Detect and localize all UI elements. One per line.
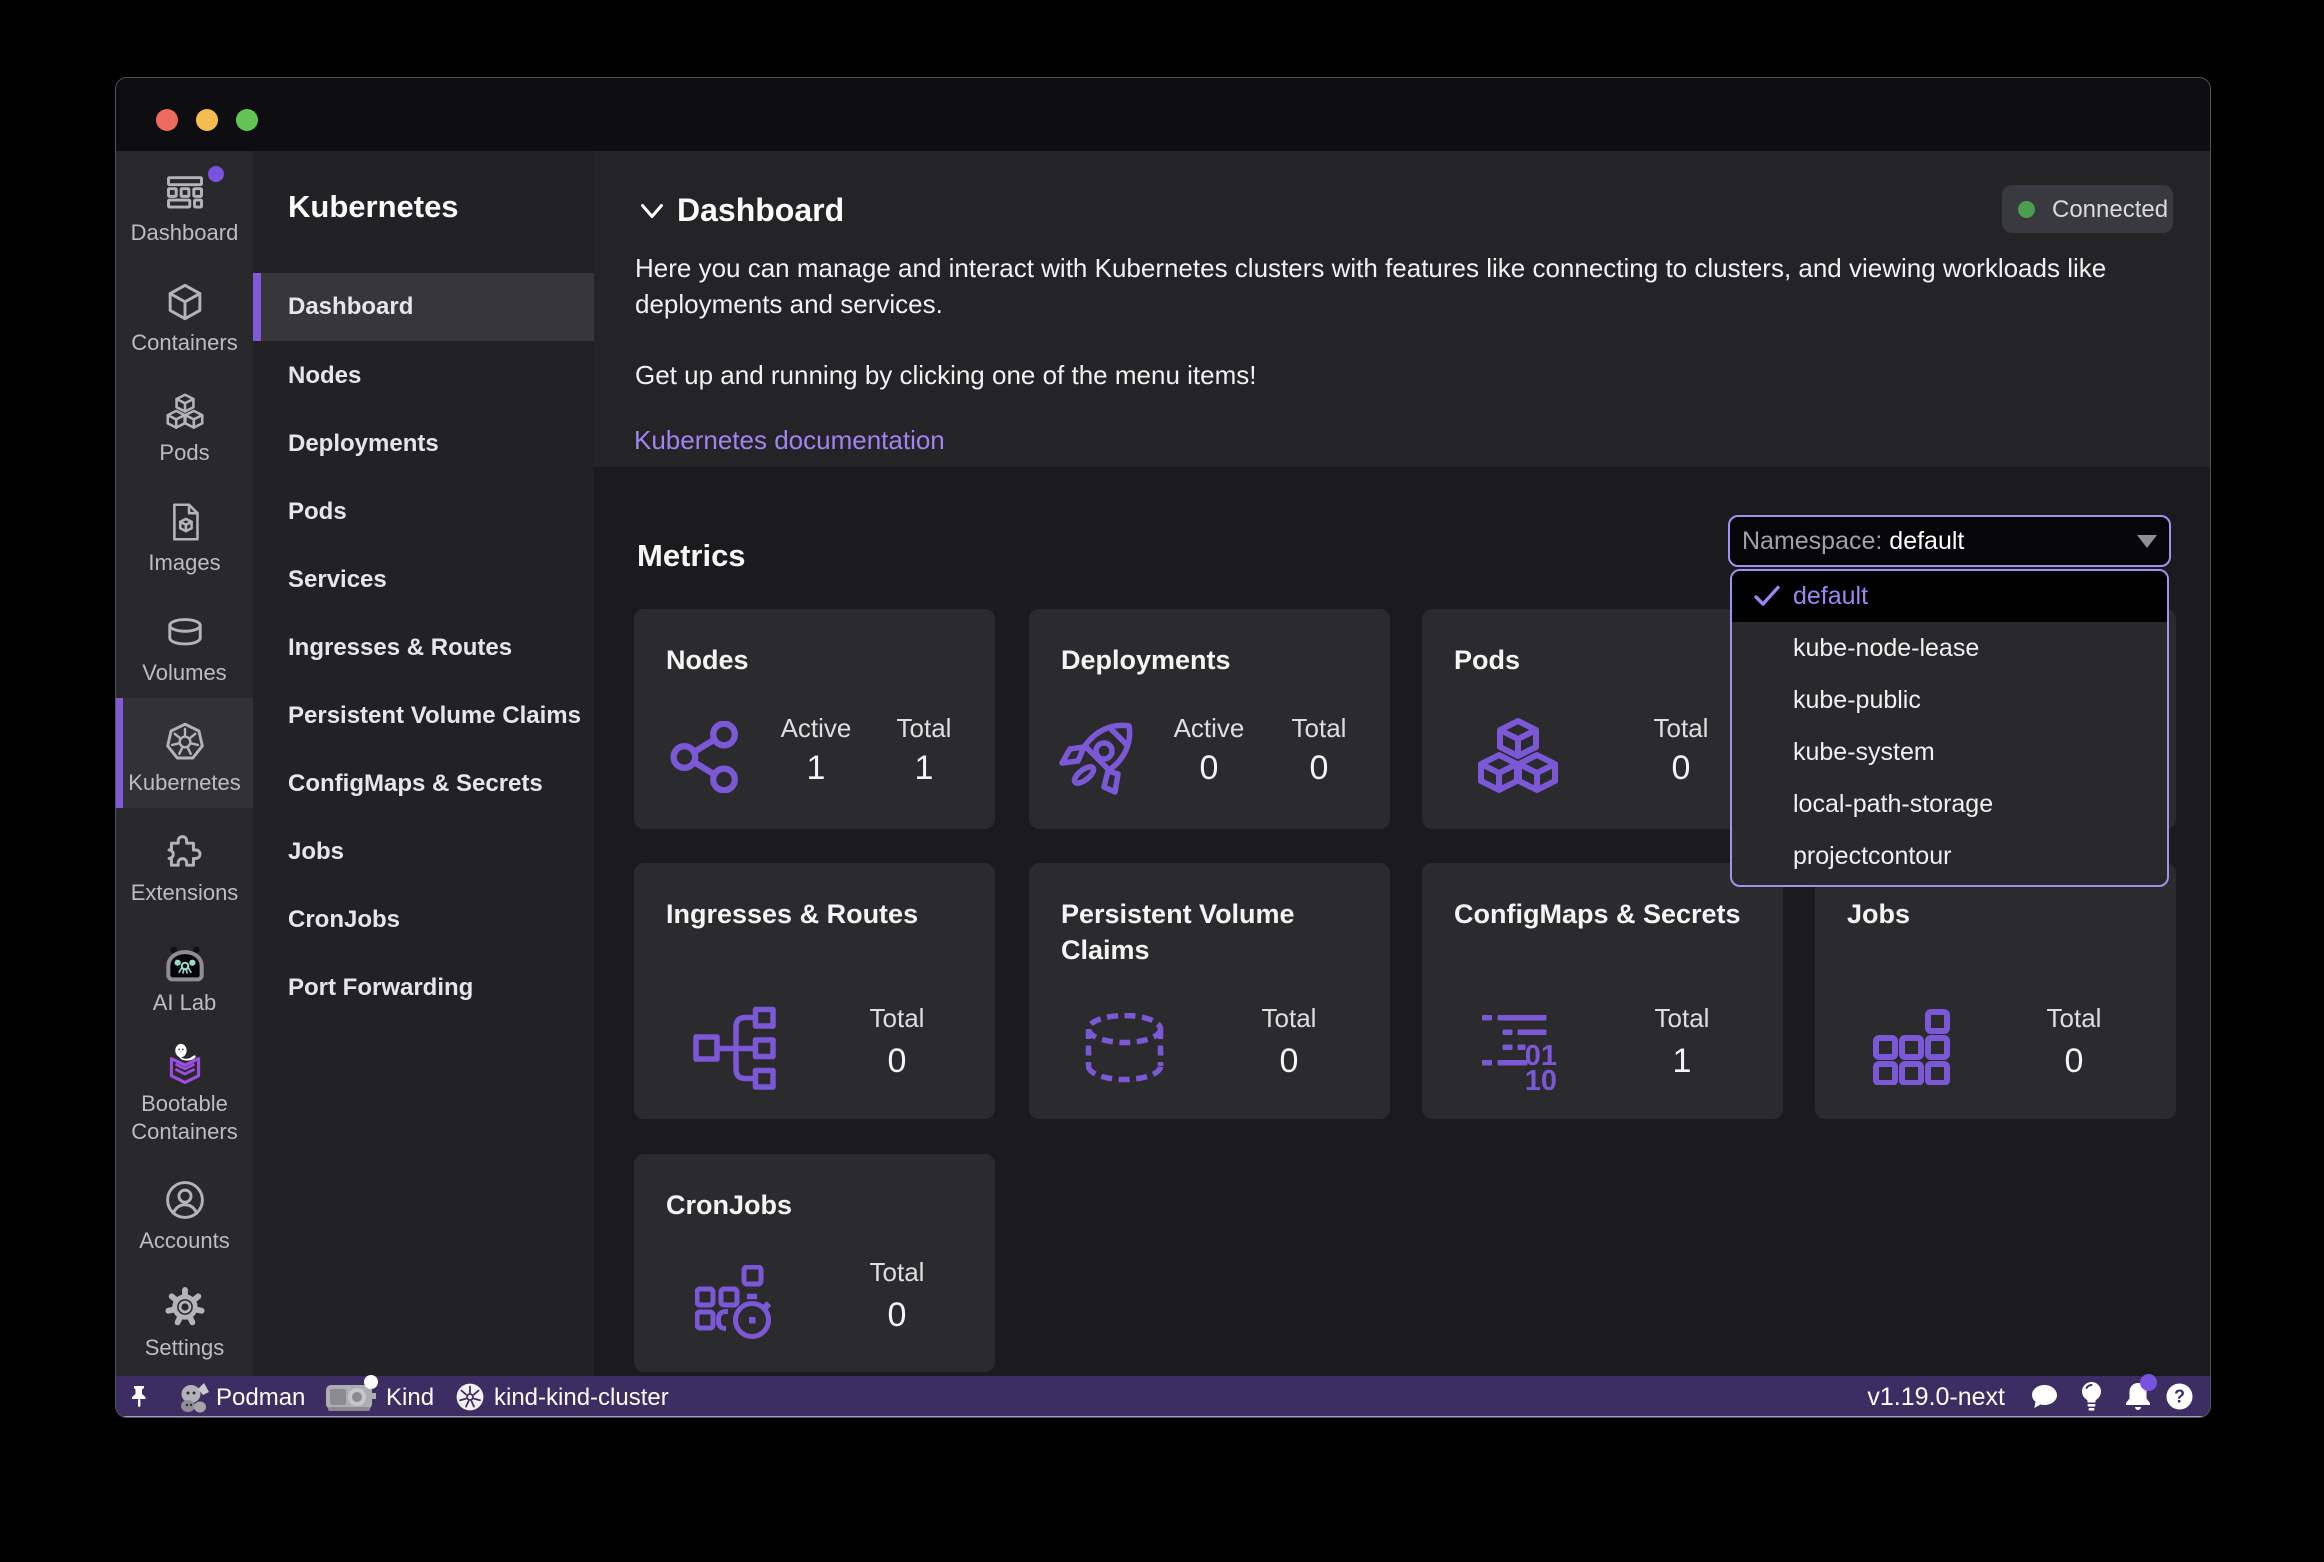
svg-text:01: 01 — [1525, 1040, 1557, 1072]
svg-text:10: 10 — [1525, 1065, 1557, 1090]
svg-text:?: ? — [2174, 1387, 2185, 1407]
